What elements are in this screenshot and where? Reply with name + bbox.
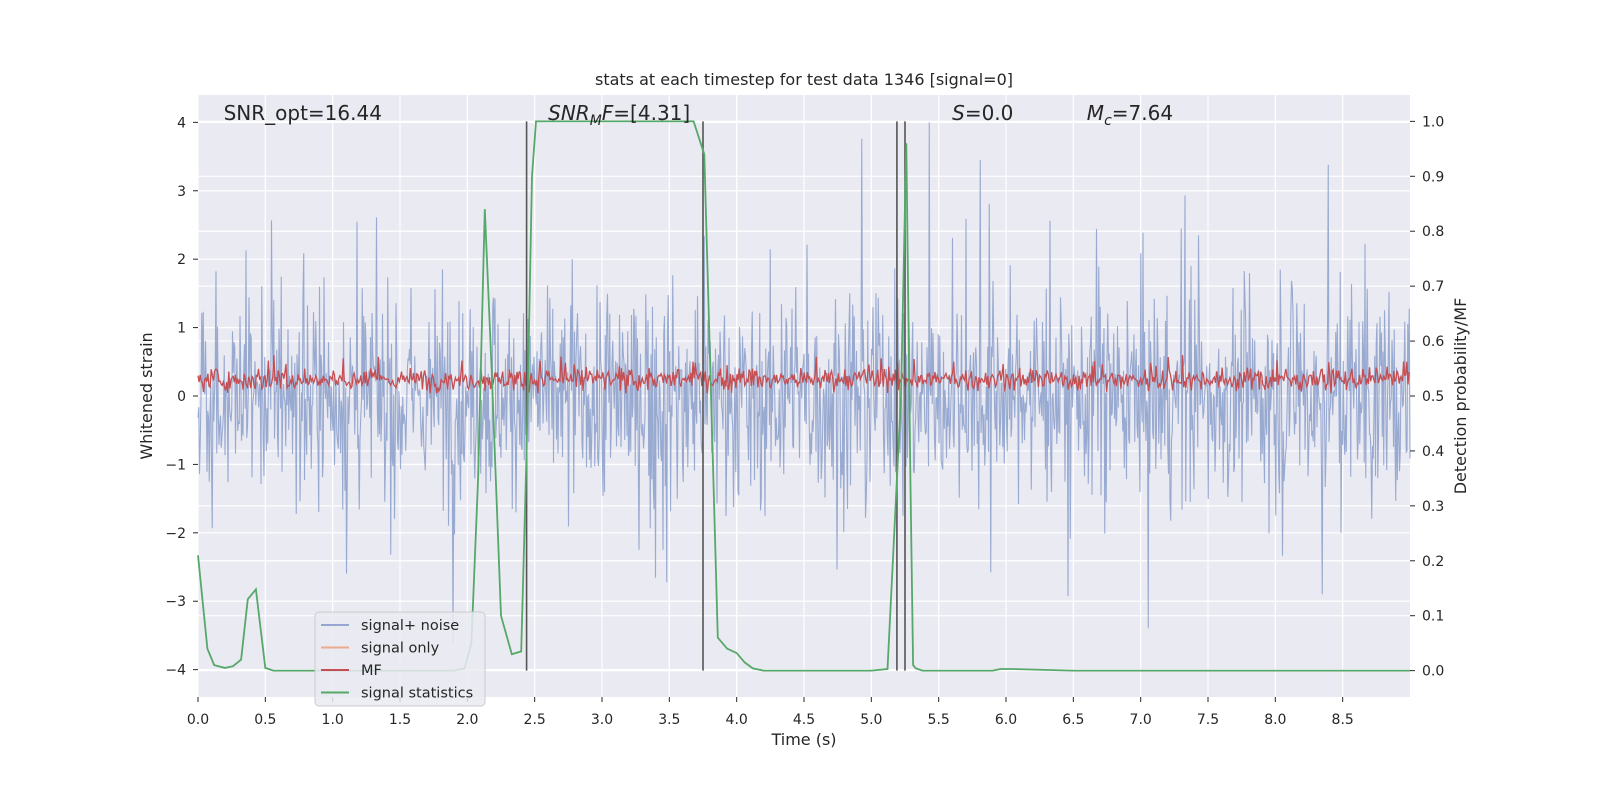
y-tick-label: 4 bbox=[177, 115, 186, 131]
annotation-snr-opt: SNR_opt=16.44 bbox=[224, 101, 382, 125]
y2-tick-label: 0.3 bbox=[1422, 499, 1444, 515]
annotation-part: =[4.31] bbox=[613, 101, 690, 125]
x-tick-label: 8.5 bbox=[1332, 712, 1354, 728]
mf-line bbox=[197, 354, 1410, 394]
legend-label: signal only bbox=[361, 641, 440, 657]
legend-label: signal statistics bbox=[361, 686, 473, 702]
annotations: SNR_opt=16.44 SNRMF=[4.31] S=0.0 Mc=7.64 bbox=[224, 101, 1173, 129]
annotation-snr-mf: SNRMF=[4.31] bbox=[548, 101, 690, 129]
annotation-subscript: M bbox=[590, 113, 602, 129]
x-tick-label: 7.5 bbox=[1197, 712, 1219, 728]
y-tick-label: 3 bbox=[177, 184, 186, 200]
x-tick-label: 1.5 bbox=[389, 712, 411, 728]
y2-tick-label: 0.9 bbox=[1422, 169, 1444, 185]
x-tick-label: 8.0 bbox=[1264, 712, 1286, 728]
x-tick-label: 4.0 bbox=[726, 712, 748, 728]
legend-label: MF bbox=[361, 663, 382, 679]
y-tick-label: −4 bbox=[165, 663, 186, 679]
annotation-part: SNR bbox=[548, 101, 590, 125]
y2-tick-label: 0.2 bbox=[1422, 554, 1444, 570]
y2-tick-label: 0.6 bbox=[1422, 334, 1444, 350]
y-axis-label: Whitened strain bbox=[137, 332, 156, 459]
x-tick-label: 2.5 bbox=[524, 712, 546, 728]
x-axis-label: Time (s) bbox=[770, 730, 836, 749]
vertical-markers bbox=[525, 121, 906, 671]
mf-series bbox=[197, 354, 1410, 394]
y-tick-label: 1 bbox=[177, 321, 186, 337]
annotation-part: =0.0 bbox=[965, 101, 1014, 125]
x-axis-ticks: 0.0 0.5 1.0 1.5 2.0 2.5 3.0 3.5 4.0 4.5 5.0 5.5 6.0 6… bbox=[187, 697, 1354, 728]
annotation-part: =7.64 bbox=[1112, 101, 1173, 125]
y2-tick-label: 1.0 bbox=[1422, 114, 1444, 130]
x-tick-label: 3.5 bbox=[658, 712, 680, 728]
x-tick-label: 4.5 bbox=[793, 712, 815, 728]
y-tick-label: −3 bbox=[165, 594, 186, 610]
x-tick-label: 7.0 bbox=[1130, 712, 1152, 728]
x-tick-label: 0.5 bbox=[254, 712, 276, 728]
annotation-part: S bbox=[952, 101, 965, 125]
signal-noise-series bbox=[197, 122, 1411, 643]
annotation-part: F bbox=[602, 101, 614, 125]
y2-tick-label: 0.7 bbox=[1422, 279, 1444, 295]
x-tick-label: 6.5 bbox=[1062, 712, 1084, 728]
y2-tick-label: 0.4 bbox=[1422, 444, 1444, 460]
y-axis-ticks: −4 −3 −2 −1 0 1 2 3 4 bbox=[165, 115, 198, 679]
y2-tick-label: 0.1 bbox=[1422, 609, 1444, 625]
signal-statistics-line bbox=[197, 120, 1410, 672]
x-tick-label: 2.0 bbox=[456, 712, 478, 728]
signal-noise-line bbox=[197, 122, 1411, 643]
legend-label: signal+ noise bbox=[361, 618, 459, 634]
annotation-part: M bbox=[1087, 101, 1104, 125]
annotation-subscript: c bbox=[1104, 113, 1112, 129]
y-tick-label: 2 bbox=[177, 252, 186, 268]
annotation-mc-value: Mc=7.64 bbox=[1087, 101, 1173, 129]
legend-box bbox=[314, 611, 486, 707]
x-tick-label: 1.0 bbox=[322, 712, 344, 728]
x-tick-label: 3.0 bbox=[591, 712, 613, 728]
x-tick-label: 5.0 bbox=[860, 712, 882, 728]
y-tick-label: −1 bbox=[165, 457, 186, 473]
signal-statistics-series bbox=[197, 120, 1410, 672]
chart-title: stats at each timestep for test data 134… bbox=[595, 70, 1013, 89]
y-tick-label: −2 bbox=[165, 526, 186, 542]
y-tick-label: 0 bbox=[177, 389, 186, 405]
x-tick-label: 6.0 bbox=[995, 712, 1017, 728]
x-tick-label: 0.0 bbox=[187, 712, 209, 728]
annotation-s-value: S=0.0 bbox=[952, 101, 1013, 125]
y2-tick-label: 0.5 bbox=[1422, 389, 1444, 405]
y2-tick-label: 0.0 bbox=[1422, 664, 1444, 680]
legend: signal+ noise signal only MF signal statist… bbox=[314, 611, 486, 707]
y2-tick-label: 0.8 bbox=[1422, 224, 1444, 240]
y2-axis-label: Detection probability/MF bbox=[1451, 298, 1470, 495]
x-tick-label: 5.5 bbox=[928, 712, 950, 728]
y2-axis-ticks: 0.0 0.1 0.2 0.3 0.4 0.5 0.6 0.7 0.8 0.9 1.0 bbox=[1410, 114, 1444, 680]
